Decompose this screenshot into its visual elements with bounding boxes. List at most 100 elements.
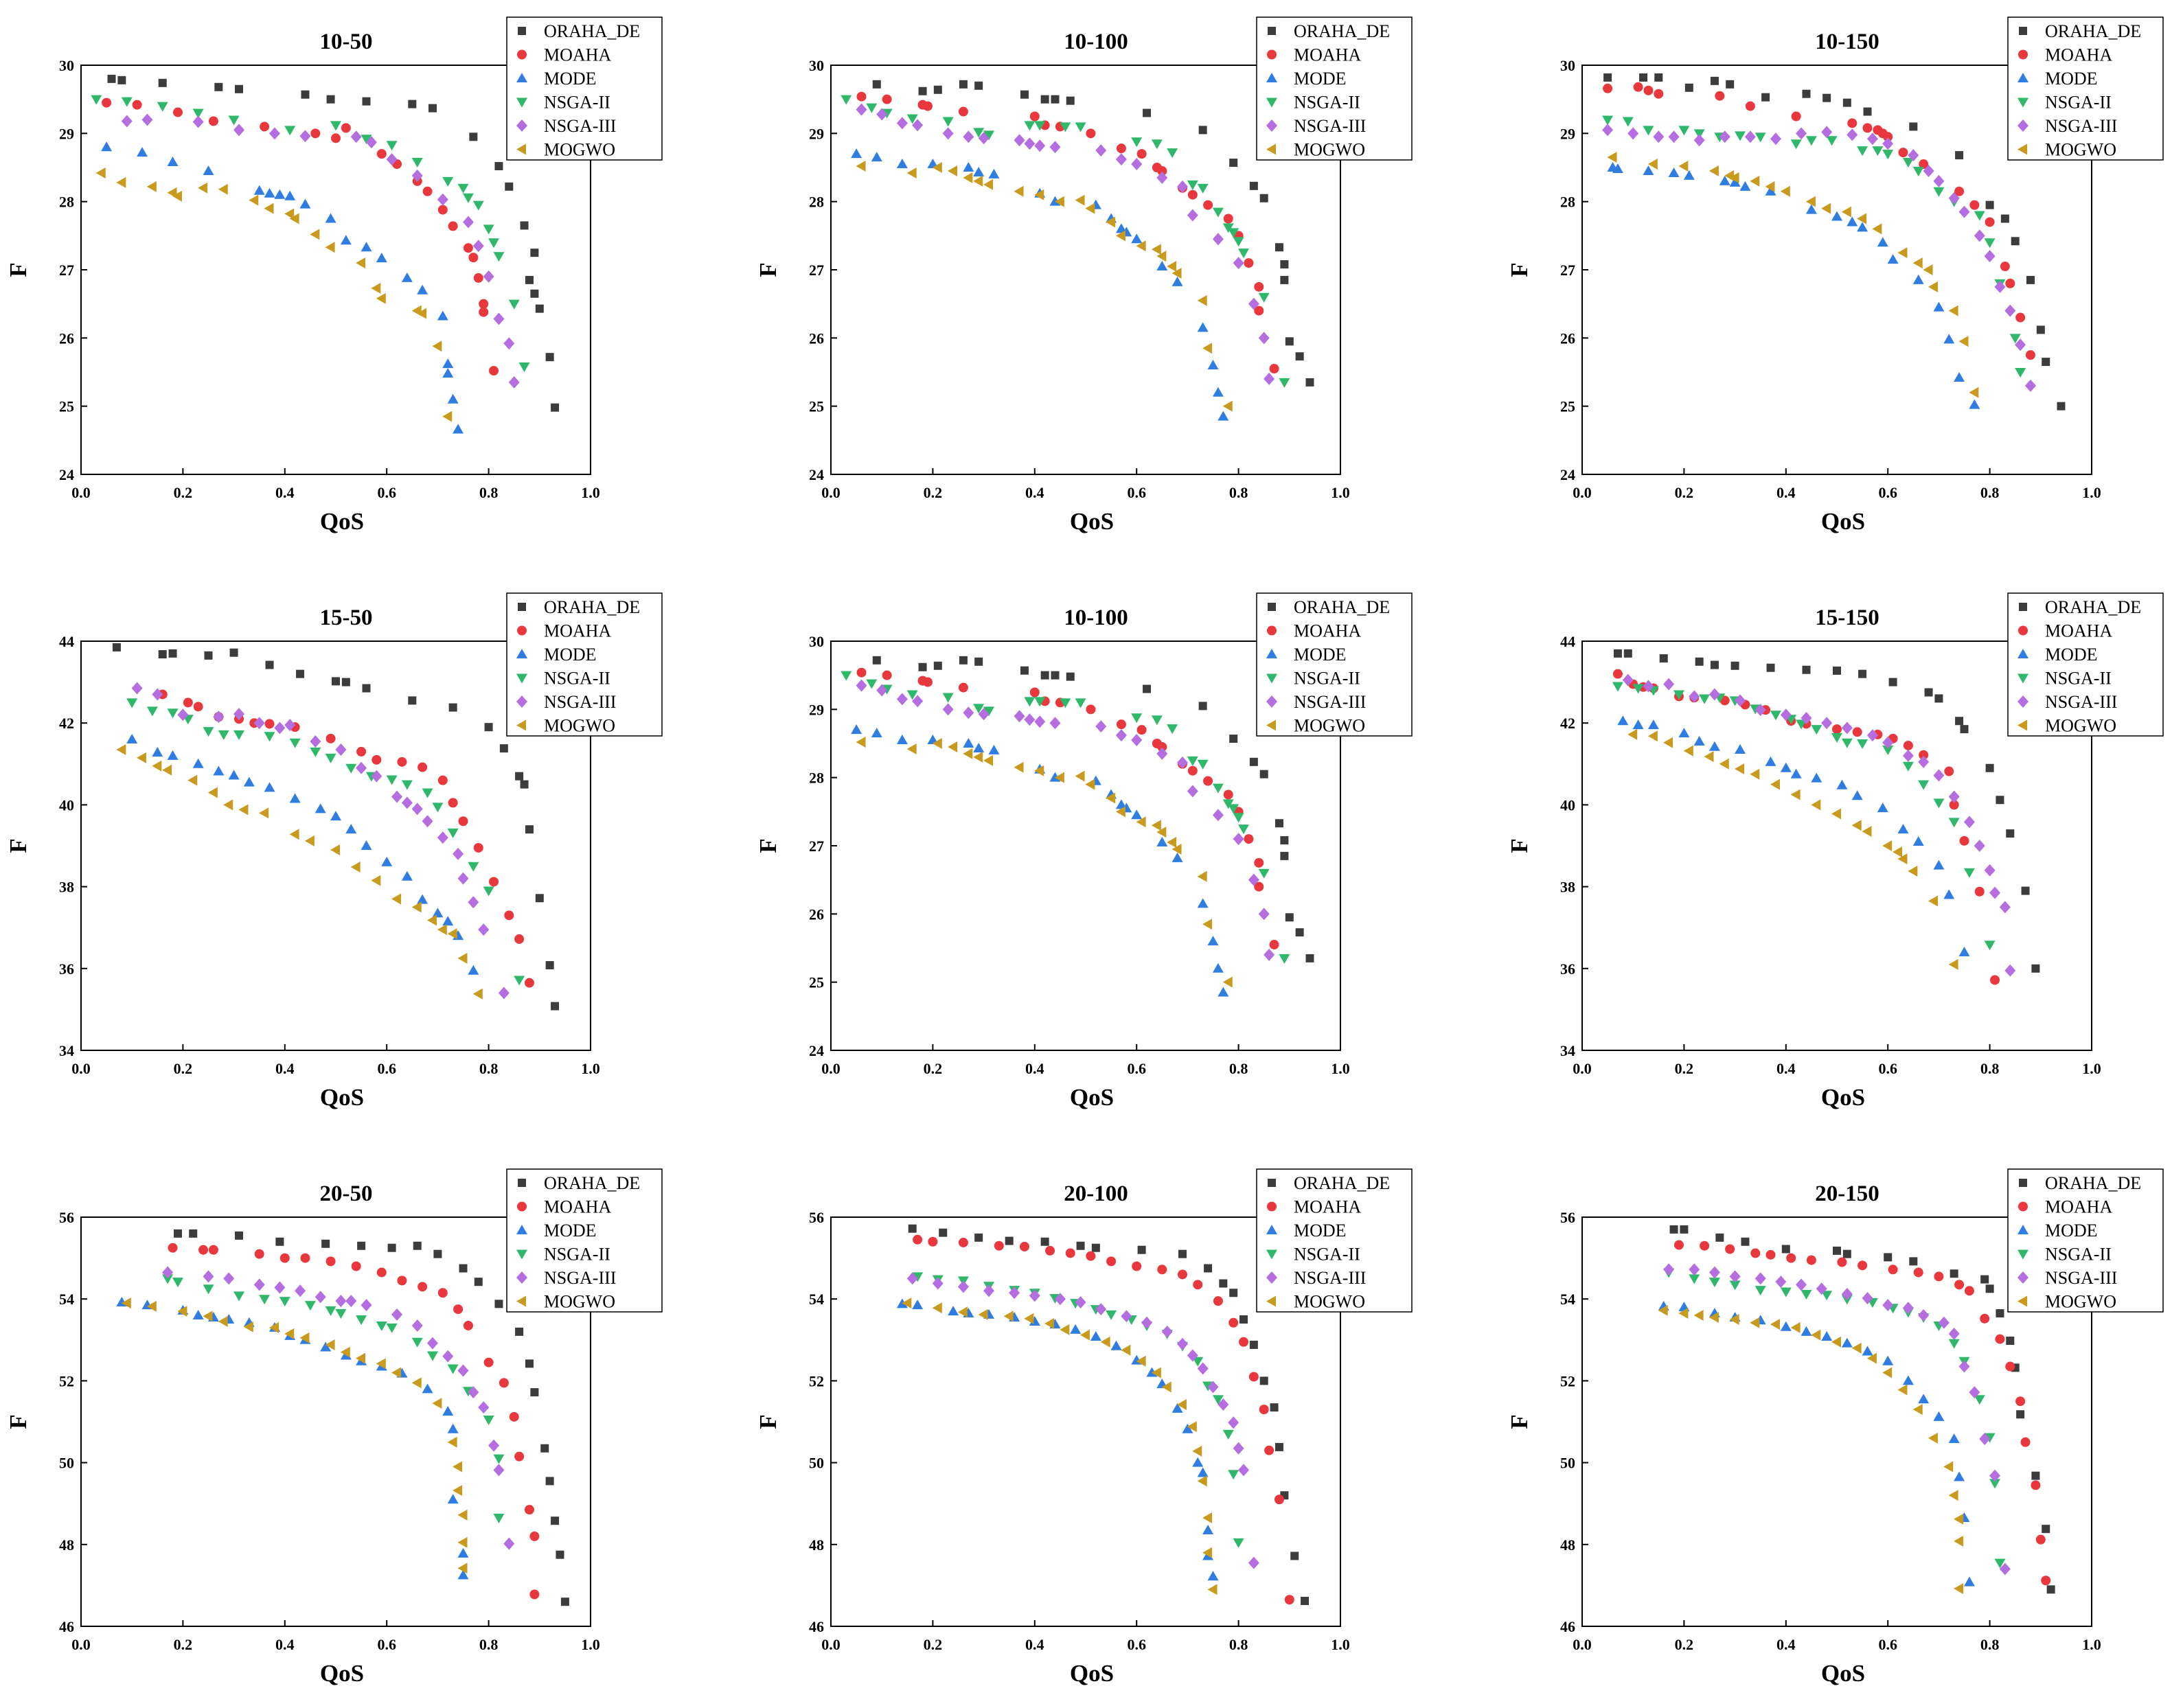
x-tick-label: 0.8 — [1980, 1060, 2000, 1077]
y-tick-label: 50 — [1560, 1455, 1575, 1472]
y-tick-label: 36 — [1560, 960, 1575, 978]
data-point-nsga-ii — [1689, 1274, 1700, 1284]
data-point-oraha-de — [535, 304, 544, 313]
data-point-moaha — [1244, 834, 1254, 844]
data-point-mode — [1831, 211, 1842, 221]
x-tick-label: 0.0 — [821, 1060, 841, 1077]
legend-label-moaha: MOAHA — [1294, 621, 1361, 641]
data-point-moaha — [208, 1245, 218, 1255]
data-point-mogwo — [1136, 240, 1146, 252]
data-point-nsga-ii — [457, 183, 469, 194]
data-point-moaha — [1969, 200, 1980, 210]
data-point-nsga-iii — [1963, 816, 1975, 829]
legend-marker-nsga-iii — [2018, 1271, 2028, 1284]
data-point-nsga-iii — [1821, 717, 1833, 730]
data-point-mogwo — [1770, 1319, 1780, 1330]
x-tick-label: 0.2 — [174, 484, 193, 501]
data-point-moaha — [1136, 149, 1147, 159]
data-point-nsga-ii — [1857, 146, 1868, 157]
data-point-nsga-iii — [472, 240, 484, 253]
data-point-mogwo — [1683, 745, 1693, 757]
data-point-nsga-iii — [1882, 137, 1894, 150]
data-point-mode — [1110, 1340, 1122, 1350]
data-point-moaha — [2015, 312, 2026, 323]
y-tick-label: 54 — [809, 1291, 824, 1308]
series-nsga-iii — [1622, 673, 2016, 977]
legend-marker-nsga-iii — [1266, 119, 1277, 132]
legend-label-oraha-de: ORAHA_DE — [544, 21, 640, 41]
data-point-oraha-de — [1766, 663, 1775, 672]
data-point-nsga-ii — [1780, 1287, 1792, 1297]
data-point-mogwo — [376, 292, 386, 304]
data-point-mogwo — [391, 893, 402, 905]
data-point-mode — [1902, 1375, 1914, 1385]
data-point-nsga-iii — [401, 796, 413, 809]
legend-label-mode: MODE — [2045, 1221, 2098, 1240]
data-point-nsga-ii — [1984, 940, 1996, 951]
data-point-nsga-iii — [426, 1337, 438, 1350]
data-point-moaha — [397, 1276, 407, 1286]
x-tick-label: 0.0 — [821, 484, 841, 501]
data-point-nsga-ii — [493, 1514, 505, 1524]
data-point-mode — [447, 393, 459, 404]
data-point-nsga-iii — [1989, 1469, 2001, 1482]
series-mode — [1658, 1300, 1975, 1586]
legend-label-nsga-ii: NSGA-II — [1294, 93, 1360, 113]
data-point-moaha — [356, 746, 367, 757]
data-point-oraha-de — [1219, 1279, 1228, 1288]
data-point-mode — [896, 159, 908, 169]
data-point-moaha — [300, 1253, 310, 1263]
data-point-mogwo — [973, 175, 983, 187]
data-point-nsga-iii — [1034, 715, 1046, 728]
data-point-nsga-iii — [391, 790, 403, 803]
data-point-mogwo — [1014, 185, 1024, 197]
data-point-nsga-ii — [1902, 158, 1914, 168]
series-oraha-de — [173, 1229, 569, 1606]
data-point-nsga-iii — [1049, 717, 1061, 730]
x-tick-label: 0.2 — [924, 1060, 943, 1077]
data-point-mode — [1948, 1433, 1960, 1444]
series-mogwo — [95, 167, 453, 422]
data-point-nsga-iii — [488, 1439, 500, 1452]
data-point-oraha-de — [1842, 1249, 1851, 1258]
plot-frame — [80, 640, 591, 1051]
data-point-oraha-de — [2042, 1525, 2050, 1534]
data-point-oraha-de — [1955, 151, 1964, 160]
data-point-nsga-iii — [1816, 1282, 1827, 1295]
data-point-oraha-de — [1076, 1241, 1085, 1250]
legend-label-mogwo: MOGWO — [544, 1292, 615, 1312]
data-point-mode — [203, 165, 214, 175]
x-axis-label: QoS — [1070, 1084, 1114, 1111]
data-point-oraha-de — [530, 1388, 539, 1397]
data-point-moaha — [504, 910, 514, 921]
data-point-moaha — [958, 682, 968, 693]
data-point-moaha — [1750, 1248, 1761, 1258]
data-point-oraha-de — [551, 1516, 560, 1525]
data-point-mogwo — [1106, 216, 1116, 228]
legend-marker-oraha-de — [1268, 603, 1276, 611]
legend: ORAHA_DE MOAHA MODE NSGA-II NSGA-III MOGWO — [1256, 592, 1413, 737]
y-tick-label: 29 — [59, 125, 74, 142]
data-point-mogwo — [1708, 165, 1719, 176]
series-oraha-de — [872, 656, 1314, 962]
series-mogwo — [121, 1297, 468, 1574]
chart-title: 10-100 — [1064, 605, 1128, 630]
data-point-nsga-ii — [91, 95, 102, 105]
series-mode — [101, 141, 464, 434]
data-point-nsga-iii — [1187, 785, 1198, 798]
data-point-oraha-de — [556, 1550, 564, 1559]
data-point-mode — [192, 1310, 204, 1320]
data-point-oraha-de — [933, 85, 942, 94]
series-moaha — [1612, 669, 2000, 985]
data-point-moaha — [437, 205, 448, 215]
data-point-nsga-ii — [462, 193, 474, 203]
data-point-mode — [1683, 170, 1695, 180]
data-point-nsga-iii — [978, 708, 990, 721]
data-point-nsga-iii — [1974, 840, 1985, 852]
data-point-moaha — [351, 1261, 361, 1271]
data-point-mode — [1969, 399, 1980, 409]
legend-marker-oraha-de — [518, 603, 526, 611]
data-point-oraha-de — [1669, 1225, 1678, 1234]
legend: ORAHA_DE MOAHA MODE NSGA-II NSGA-III MOGWO — [1256, 16, 1413, 161]
y-tick-label: 27 — [1560, 262, 1575, 279]
